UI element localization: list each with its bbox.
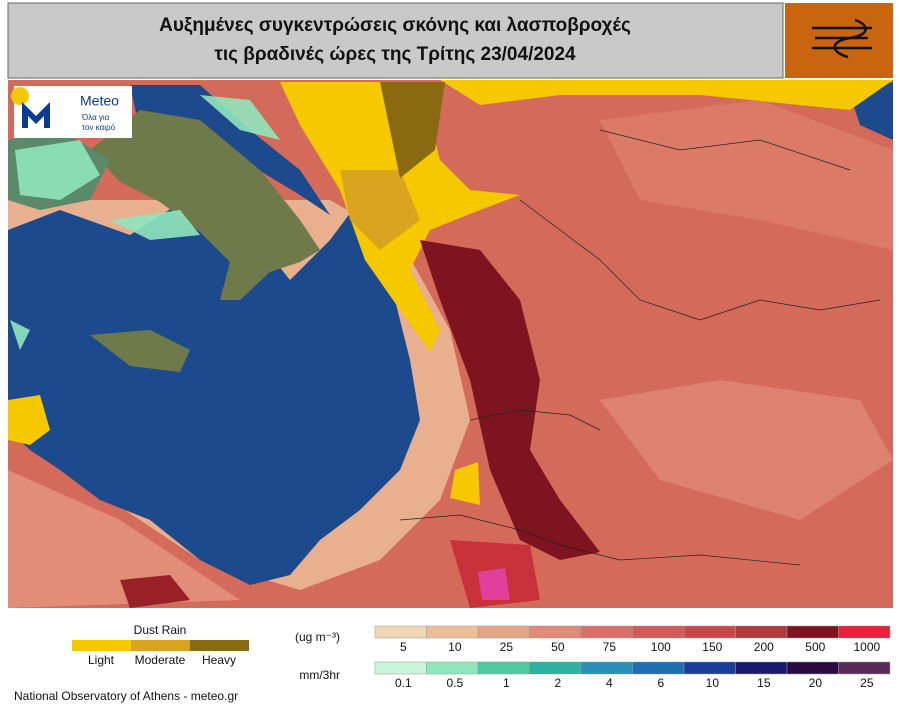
colorbar-label: 15: [757, 676, 771, 690]
dust-rain-light: [440, 80, 893, 110]
colorbar-box: [786, 661, 839, 675]
land: [90, 330, 190, 372]
colorbar-label: 4: [606, 676, 613, 690]
colorbar-box: [735, 661, 788, 675]
dust-rain-moderate: [340, 170, 420, 250]
rain-patches: [10, 95, 280, 350]
colorbar-box: [632, 661, 685, 675]
colorbar-label: 10: [448, 640, 462, 654]
colorbar-box: [632, 625, 685, 639]
colorbar-box: [683, 661, 736, 675]
logo-tagline: τον καιρό: [82, 123, 116, 132]
colorbar-label: 0.5: [446, 676, 463, 690]
colorbar-box: [374, 625, 427, 639]
dust-mid: [600, 100, 893, 250]
legend-title: Dust Rain: [134, 623, 187, 637]
dust-plume: [420, 240, 600, 560]
dust-high: [120, 575, 190, 608]
colorbar-label: 100: [651, 640, 671, 654]
colorbar-label: 1: [503, 676, 510, 690]
title-line: τις βραδινές ώρες της Τρίτης 23/04/2024: [214, 44, 576, 65]
land: [90, 110, 320, 300]
dust-rain-light: [8, 395, 50, 445]
logo-box: [14, 86, 132, 138]
colorbar-label: 6: [657, 676, 664, 690]
colorbar-box: [529, 661, 582, 675]
logo-sun: [11, 87, 29, 105]
dust-mid: [600, 380, 893, 520]
colorbar-label: 20: [809, 676, 823, 690]
dust-mid: [8, 470, 240, 608]
colorbar-box: [477, 625, 530, 639]
colorbar-box: [477, 661, 530, 675]
colorbar-box: [426, 625, 479, 639]
legend-swatch: [131, 640, 190, 651]
logo-name: Meteo: [80, 93, 119, 109]
colorbar-label: 200: [754, 640, 774, 654]
legend-swatch: [72, 640, 131, 651]
footer-credit: National Observatory of Athens - meteo.g…: [14, 689, 238, 703]
colorbar-label: 50: [551, 640, 565, 654]
colorbar-label: 75: [603, 640, 617, 654]
legend-unit: mm/3hr: [299, 668, 340, 682]
colorbar-label: 10: [706, 676, 720, 690]
colorbar-label: 25: [500, 640, 514, 654]
title-line: Αυξημένες συγκεντρώσεις σκόνης και λασπο…: [159, 15, 631, 36]
colorbar-box: [580, 661, 633, 675]
dust-peak: [478, 568, 510, 600]
map: Meteo Όλα για τον καιρό: [8, 80, 893, 608]
legend-label: Heavy: [202, 653, 236, 667]
logo-mark: [22, 102, 50, 128]
dust-rain-heavy: [380, 82, 445, 178]
logo-tagline: Όλα για: [81, 113, 110, 122]
colorbar-box: [426, 661, 479, 675]
colorbar-label: 5: [400, 640, 407, 654]
dust-rain-light: [450, 462, 480, 505]
colorbar-box: [735, 625, 788, 639]
colorbar-label: 25: [860, 676, 874, 690]
colorbar-label: 1000: [853, 640, 880, 654]
colorbar-box: [838, 625, 891, 639]
sea: [8, 190, 420, 585]
legend-label: Light: [88, 653, 115, 667]
legend-label: Moderate: [135, 653, 186, 667]
colorbar-box: [529, 625, 582, 639]
colorbar-label: 2: [554, 676, 561, 690]
colorbar-box: [786, 625, 839, 639]
colorbar-label: 500: [805, 640, 825, 654]
title-box: [7, 2, 784, 79]
colorbar-box: [683, 625, 736, 639]
colorbar-label: 0.1: [395, 676, 412, 690]
dust-icon: [812, 18, 872, 59]
colorbar-box: [374, 661, 427, 675]
colorbar-label: 150: [702, 640, 722, 654]
coastlines: [399, 129, 881, 566]
legend-swatch: [190, 640, 249, 651]
legend-unit: (ug m⁻³): [295, 630, 340, 644]
colorbar-box: [838, 661, 891, 675]
colorbar-box: [580, 625, 633, 639]
